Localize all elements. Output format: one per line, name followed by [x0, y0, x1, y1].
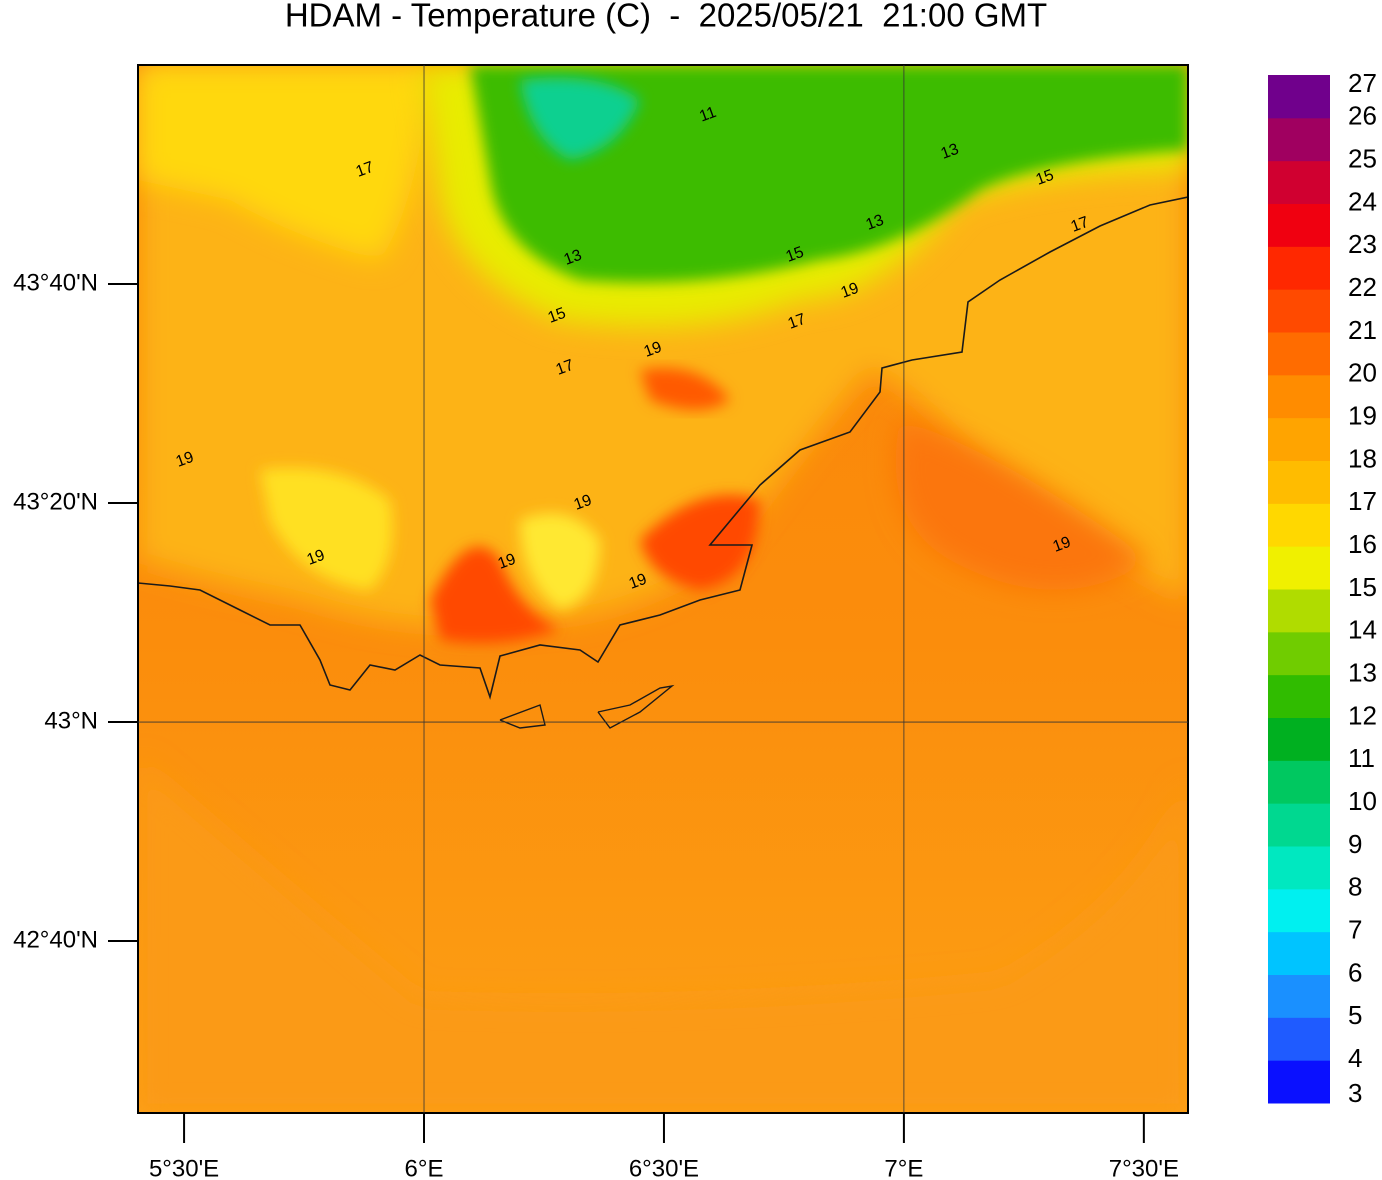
contour-label: 19 [642, 339, 665, 361]
contour-label: 19 [174, 449, 197, 471]
warm-patch [895, 420, 1150, 590]
coastline [138, 196, 1188, 700]
colorbar-band [1268, 75, 1330, 119]
contour-label: 17 [354, 159, 377, 181]
colorbar-label: 5 [1348, 1000, 1362, 1030]
colorbar-label: 26 [1348, 101, 1377, 131]
contour-label: 15 [784, 244, 807, 266]
colorbar-label: 7 [1348, 915, 1362, 945]
colorbar-band [1268, 332, 1330, 376]
temperature-field [138, 65, 1188, 1113]
colorbar-band [1268, 760, 1330, 804]
contour-label: 19 [496, 551, 519, 573]
colorbar-band [1268, 460, 1330, 504]
colorbar-label: 25 [1348, 144, 1377, 174]
contour-label: 17 [786, 311, 809, 333]
contour-label: 19 [572, 492, 595, 514]
y-tick-label: 43°40'N [13, 269, 98, 296]
colorbar-label: 10 [1348, 786, 1377, 816]
cool-patch [520, 77, 640, 160]
colorbar-band [1268, 246, 1330, 290]
warm-patch [640, 368, 730, 410]
colorbar-band [1268, 631, 1330, 676]
colorbar-band [1268, 289, 1330, 333]
x-tick-label: 7°30'E [1109, 1155, 1179, 1180]
warm-sea-band [138, 760, 1188, 1113]
colorbar-label: 17 [1348, 486, 1377, 516]
contour-label: 15 [1034, 167, 1057, 189]
green-area [470, 65, 1188, 283]
colorbar-band [1268, 589, 1330, 633]
colorbar-band [1268, 717, 1330, 761]
yellow-patch [520, 513, 600, 610]
contour-label: 13 [562, 247, 585, 269]
colorbar-label: 8 [1348, 872, 1362, 902]
yellow-area [138, 65, 430, 260]
contour-label: 17 [554, 357, 577, 379]
map-title: HDAM - Temperature (C) - 2025/05/21 21:0… [285, 0, 1047, 34]
colorbar-label: 16 [1348, 529, 1377, 559]
contour-label: 19 [1051, 534, 1074, 556]
x-tick-label: 6°E [405, 1155, 444, 1180]
contour-label: 13 [864, 212, 887, 234]
warm-patch [640, 495, 760, 590]
colorbar-label: 12 [1348, 700, 1377, 730]
colorbar-band [1268, 846, 1330, 890]
y-tick-label: 43°N [44, 707, 98, 734]
contour-label: 19 [305, 547, 328, 569]
yellow-patch [260, 468, 393, 590]
warm-patch [430, 546, 560, 644]
colorbar-band [1268, 374, 1330, 419]
colorbar-band [1268, 974, 1330, 1018]
x-tick-label: 6°30'E [629, 1155, 699, 1180]
colorbar-label: 13 [1348, 658, 1377, 688]
x-tick-label: 7°E [884, 1155, 923, 1180]
colorbar-band [1268, 117, 1330, 162]
colorbar-label: 6 [1348, 957, 1362, 987]
colorbar-band [1268, 1017, 1330, 1061]
x-tick-label: 5°30'E [149, 1155, 219, 1180]
colorbar-band [1268, 674, 1330, 718]
colorbar-label: 21 [1348, 315, 1377, 345]
colorbar-band [1268, 160, 1330, 204]
island [597, 684, 675, 729]
colorbar-label: 3 [1348, 1078, 1362, 1108]
colorbar-label: 22 [1348, 272, 1377, 302]
colorbar-label: 15 [1348, 572, 1377, 602]
colorbar-label: 19 [1348, 401, 1377, 431]
y-tick-label: 42°40'N [13, 926, 98, 953]
contour-label: 11 [697, 104, 719, 126]
colorbar-band [1268, 1060, 1330, 1104]
colorbar-band [1268, 546, 1330, 590]
colorbar-band [1268, 931, 1330, 975]
colorbar-label: 27 [1348, 68, 1377, 98]
contour-label: 19 [627, 571, 650, 593]
colorbar-label: 9 [1348, 829, 1362, 859]
colorbar-band [1268, 803, 1330, 847]
island [499, 704, 546, 729]
colorbar-band [1268, 503, 1330, 547]
contour-label: 15 [546, 305, 569, 327]
colorbar-label: 24 [1348, 186, 1377, 216]
colorbar-band [1268, 203, 1330, 247]
contour-label: 19 [839, 280, 862, 302]
colorbar-band [1268, 417, 1330, 461]
colorbar-label: 18 [1348, 443, 1377, 473]
colorbar-band [1268, 888, 1330, 933]
colorbar-label: 20 [1348, 358, 1377, 388]
colorbar-label: 4 [1348, 1043, 1362, 1073]
colorbar-label: 11 [1348, 743, 1375, 773]
contour-label: 17 [1069, 214, 1092, 236]
y-tick-label: 43°20'N [13, 488, 98, 515]
colorbar-label: 14 [1348, 615, 1377, 645]
contour-label: 13 [939, 141, 962, 163]
colorbar-label: 23 [1348, 229, 1377, 259]
